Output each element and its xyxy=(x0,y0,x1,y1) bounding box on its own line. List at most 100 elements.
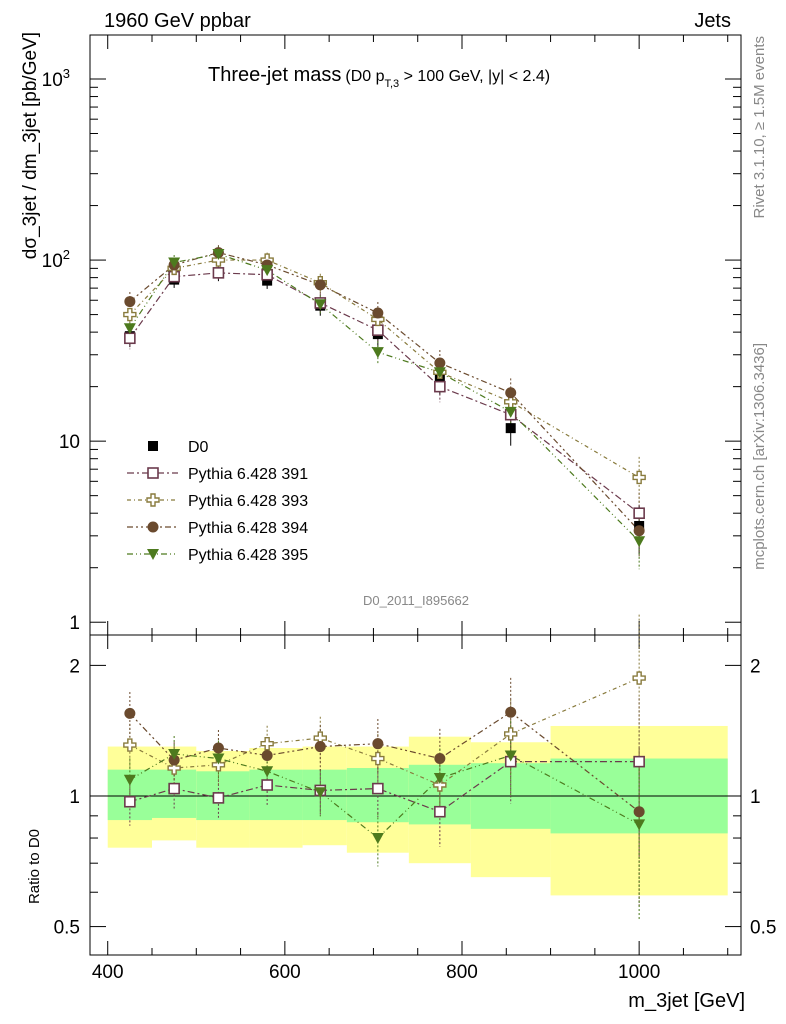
ratio-point xyxy=(260,736,274,751)
y-tick-label: 102 xyxy=(42,247,70,272)
ratio-point xyxy=(371,833,384,845)
data-point xyxy=(212,249,225,261)
ratio-y-tick-label-right: 2 xyxy=(750,656,761,677)
data-point xyxy=(434,380,446,393)
data-point xyxy=(505,387,517,399)
x-tick-label: 400 xyxy=(92,962,124,983)
legend-entry: Pythia 6.428 395 xyxy=(127,547,308,564)
mcplots-label: mcplots.cern.ch [arXiv:1306.3436] xyxy=(751,343,768,570)
ratio-point xyxy=(212,742,224,754)
series-line xyxy=(129,251,640,532)
ratio-point xyxy=(372,738,384,750)
ratio-point xyxy=(504,727,518,741)
rivet-version-label: Rivet 3.1.10, ≥ 1.5M events xyxy=(751,36,768,219)
ratio-point xyxy=(314,787,327,799)
ratio-point xyxy=(211,758,226,772)
data-point xyxy=(633,507,645,520)
ratio-line xyxy=(129,753,640,839)
x-tick-label: 1000 xyxy=(618,962,660,983)
legend-marker xyxy=(148,441,158,451)
y-tick-label: 1 xyxy=(69,613,80,634)
legend-marker xyxy=(146,493,160,507)
data-point xyxy=(433,367,446,379)
data-point xyxy=(371,347,384,359)
band-inner xyxy=(249,769,303,821)
data-point xyxy=(124,332,136,345)
ratio-point xyxy=(123,738,137,752)
ratio-point xyxy=(371,751,385,766)
legend-label: Pythia 6.428 393 xyxy=(188,493,308,510)
legend-entry: D0 xyxy=(148,439,209,456)
x-tick-label: 600 xyxy=(269,962,301,983)
ratio-point xyxy=(261,749,273,761)
ratio-y-tick-label: 2 xyxy=(69,656,80,677)
plot-title: Three-jet mass (D0 pT,3 > 100 GeV, |y| < … xyxy=(208,64,550,90)
data-point xyxy=(212,267,225,279)
header-left: 1960 GeV ppbar xyxy=(104,10,251,32)
main-plot-frame xyxy=(89,34,742,636)
title-cut-post: > 100 GeV, |y| < 2.4) xyxy=(399,68,550,85)
data-point xyxy=(124,296,136,308)
legend-label: Pythia 6.428 395 xyxy=(188,547,308,564)
ratio-point xyxy=(633,819,646,831)
legend-entry: Pythia 6.428 393 xyxy=(127,493,308,510)
data-point xyxy=(314,279,326,291)
ratio-point xyxy=(633,806,645,818)
ratio-point xyxy=(434,753,446,765)
ratio-point xyxy=(632,671,646,685)
data-point xyxy=(261,265,274,277)
legend-entry: Pythia 6.428 394 xyxy=(127,520,308,537)
frames xyxy=(89,34,742,956)
ratio-point xyxy=(124,707,136,719)
ratio-point xyxy=(167,761,181,775)
data-point xyxy=(633,525,645,537)
legend-marker xyxy=(147,549,159,560)
x-axis-label: m_3jet [GeV] xyxy=(628,990,745,1012)
ratio-point xyxy=(261,779,273,791)
data-point xyxy=(123,323,136,335)
y-tick-label: 10 xyxy=(59,432,80,453)
legend-label: D0 xyxy=(188,439,209,456)
y-axis-label: dσ_3jet / dm_3jet [pb/GeV] xyxy=(20,32,41,259)
ratio-y-tick-label-right: 1 xyxy=(750,787,761,808)
header-right: Jets xyxy=(694,10,731,32)
legend-label: Pythia 6.428 394 xyxy=(188,520,308,537)
data-point xyxy=(504,406,517,418)
ratio-point xyxy=(124,795,136,808)
data-point xyxy=(434,357,446,369)
ratio-point xyxy=(314,741,326,753)
axis-ticks xyxy=(90,35,741,955)
title-cut-sub: T,3 xyxy=(385,78,400,90)
legend-marker xyxy=(147,467,159,479)
ratio-point xyxy=(261,766,274,778)
data-point xyxy=(372,324,384,336)
ratio-point xyxy=(372,782,384,795)
ratio-point xyxy=(123,774,136,786)
data-point xyxy=(633,536,646,548)
ratio-point xyxy=(212,792,225,804)
ratio-y-tick-label: 1 xyxy=(69,787,80,808)
tick-labels: 400 600 800 1000 1 10 102 103 0.5 0.5 1 1 2 2 xyxy=(42,66,777,983)
legend-marker xyxy=(147,521,159,533)
legend: D0 Pythia 6.428 391 Pythia 6.428 393 Pythia… xyxy=(127,439,308,564)
data-point xyxy=(314,299,327,311)
ratio-point xyxy=(504,750,517,762)
ratio-y-tick-label: 0.5 xyxy=(54,918,80,939)
ratio-point xyxy=(168,748,181,760)
ratio-y-tick-label-right: 0.5 xyxy=(750,918,776,939)
ratio-point xyxy=(212,753,225,765)
data-point xyxy=(632,470,646,485)
analysis-id: D0_2011_I895662 xyxy=(363,593,469,608)
data-point xyxy=(434,374,445,385)
ratio-point xyxy=(434,805,446,818)
data-point xyxy=(211,253,226,267)
data-point xyxy=(262,275,273,286)
title-cut-pre: (D0 p xyxy=(345,68,384,85)
data-point xyxy=(505,423,516,434)
ratio-point xyxy=(168,782,180,795)
ratio-point xyxy=(433,773,446,785)
legend-label: Pythia 6.428 391 xyxy=(188,466,308,483)
data-point xyxy=(168,257,181,269)
ratio-point xyxy=(633,755,645,768)
